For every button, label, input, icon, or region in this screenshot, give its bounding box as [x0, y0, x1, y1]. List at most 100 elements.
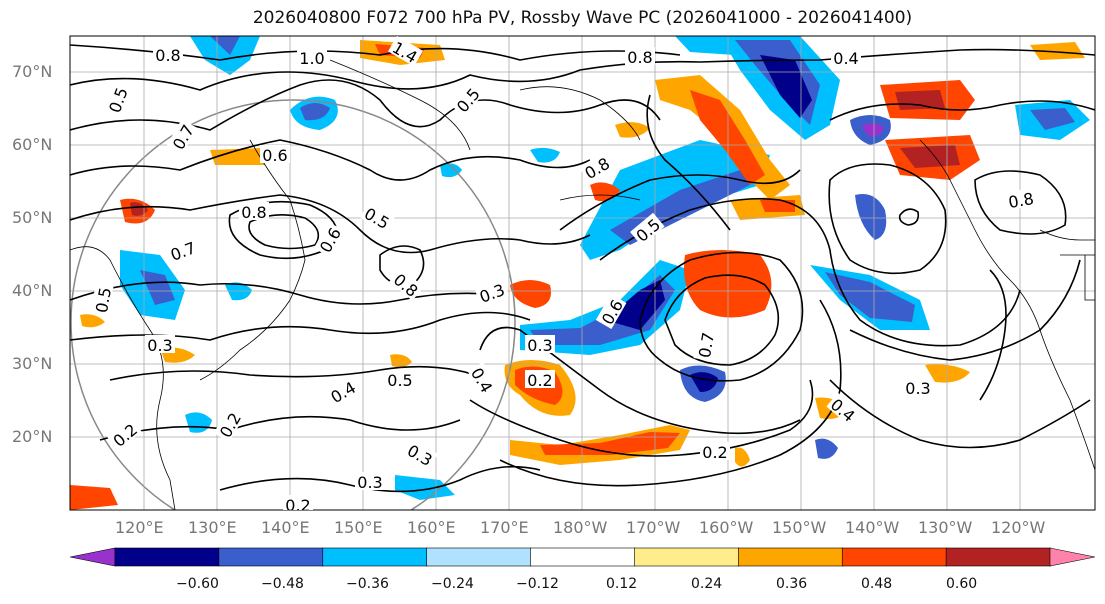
colorbar-label: −0.24	[431, 576, 474, 592]
colorbar-label: 0.48	[861, 576, 893, 592]
pv-contour	[639, 251, 804, 382]
pv-shade-positive	[80, 314, 105, 328]
pv-contour	[974, 170, 1067, 235]
lat-label: 20°N	[12, 427, 53, 446]
colorbar-swatch	[1049, 547, 1096, 567]
colorbar-swatch	[218, 547, 324, 567]
lat-label: 50°N	[12, 208, 53, 227]
contour-label-bg	[107, 417, 142, 451]
pv-contour	[70, 79, 661, 131]
lon-label: 150°E	[334, 518, 383, 537]
contour-label-bg	[260, 145, 290, 163]
contour-label: 0.3	[147, 336, 172, 355]
contour-label: 0.5	[92, 286, 115, 314]
contour-label-bg	[525, 370, 555, 388]
pv-shade-positive	[615, 122, 650, 138]
pv-contour	[499, 299, 842, 487]
contour-label: 0.4	[833, 49, 858, 68]
pv-contour	[849, 259, 1081, 361]
colorbar-label: −0.60	[176, 576, 219, 592]
lat-label: 60°N	[12, 135, 53, 154]
pv-shade-negative	[530, 147, 560, 163]
pv-shade-positive	[925, 364, 970, 383]
colorbar-swatch	[841, 547, 947, 567]
contour-label-bg	[579, 151, 614, 183]
pv-shade-positive	[540, 432, 680, 455]
pv-shade-positive	[900, 145, 960, 168]
contour-label-bg	[388, 36, 423, 67]
contour-label: 0.2	[702, 443, 727, 462]
colorbar-swatch	[426, 547, 532, 567]
pv-contour	[109, 365, 491, 381]
lon-label: 140°W	[845, 518, 900, 537]
contour-label-bg	[325, 375, 360, 407]
colorbar-label: −0.48	[261, 576, 304, 592]
pv-shade-negative	[825, 272, 915, 322]
pv-contour	[469, 379, 814, 457]
pv-contour	[70, 194, 591, 254]
contour-label: 0.3	[357, 473, 382, 492]
pv-shade-negative	[1030, 108, 1075, 130]
lon-label: 170°W	[626, 518, 681, 537]
contour-label: 0.3	[905, 379, 930, 398]
contour-label-bg	[355, 472, 385, 490]
contour-label-bg	[903, 378, 933, 396]
contour-label-bg	[525, 335, 555, 353]
pv-contour	[646, 94, 731, 231]
pv-contour	[829, 379, 1091, 449]
lon-label: 170°E	[480, 518, 529, 537]
colorbar-swatch	[738, 547, 844, 567]
pv-contour	[248, 214, 320, 250]
colorbar-label: 0.36	[776, 576, 808, 592]
contour-label-bg	[360, 201, 395, 233]
pv-contour	[379, 245, 425, 287]
pv-shade-negative	[140, 270, 175, 305]
contour-label-bg	[700, 442, 730, 460]
contour-label: 0.2	[285, 496, 310, 515]
pv-shade-negative	[440, 163, 462, 178]
pv-contours	[70, 44, 1095, 493]
contour-label-bg	[693, 328, 717, 362]
pv-contour	[599, 197, 1021, 347]
pv-shade-positive	[690, 90, 765, 185]
pv-shade-negative	[300, 103, 330, 121]
colorbar-label: −0.36	[346, 576, 389, 592]
pv-shade-negative	[190, 36, 260, 75]
contour-label: 0.8	[1007, 189, 1035, 212]
contour-label: 0.6	[262, 146, 287, 165]
pv-shade-positive	[895, 90, 945, 110]
pv-contour	[70, 281, 501, 305]
contour-label-bg	[1004, 187, 1038, 211]
contour-label-bg	[213, 407, 245, 442]
lat-label: 40°N	[12, 281, 53, 300]
contour-label-bg	[90, 283, 114, 317]
pv-contour	[70, 48, 1095, 91]
pv-contour	[979, 269, 1007, 401]
pv-shade-positive	[70, 485, 118, 510]
colorbar-swatch	[114, 547, 220, 567]
pv-contour	[664, 274, 780, 366]
contour-label: 0.8	[155, 46, 180, 65]
contour-label: 0.8	[627, 48, 652, 67]
lon-label: 160°E	[407, 518, 456, 537]
map-title: 2026040800 F072 700 hPa PV, Rossby Wave …	[252, 8, 913, 28]
pv-shade-positive	[735, 447, 750, 467]
contour-label-bg	[145, 335, 175, 353]
contour-label-bg	[153, 45, 183, 63]
contour-label-bg	[385, 370, 415, 388]
contour-label-bg	[826, 392, 861, 426]
lon-label: 120°W	[991, 518, 1046, 537]
contour-label-bg	[239, 202, 269, 220]
contour-label-bg	[166, 119, 198, 154]
pv-shade-positive	[1030, 42, 1085, 60]
contour-label-bg	[403, 438, 438, 470]
lon-label: 140°E	[261, 518, 310, 537]
contour-label-bg	[625, 47, 655, 65]
pv-shade-negative	[855, 194, 887, 240]
lon-label: 180°W	[553, 518, 608, 537]
contour-label: 0.7	[695, 331, 718, 359]
reference-circle	[70, 99, 516, 510]
lon-label: 130°W	[918, 518, 973, 537]
pv-contour	[479, 326, 801, 435]
